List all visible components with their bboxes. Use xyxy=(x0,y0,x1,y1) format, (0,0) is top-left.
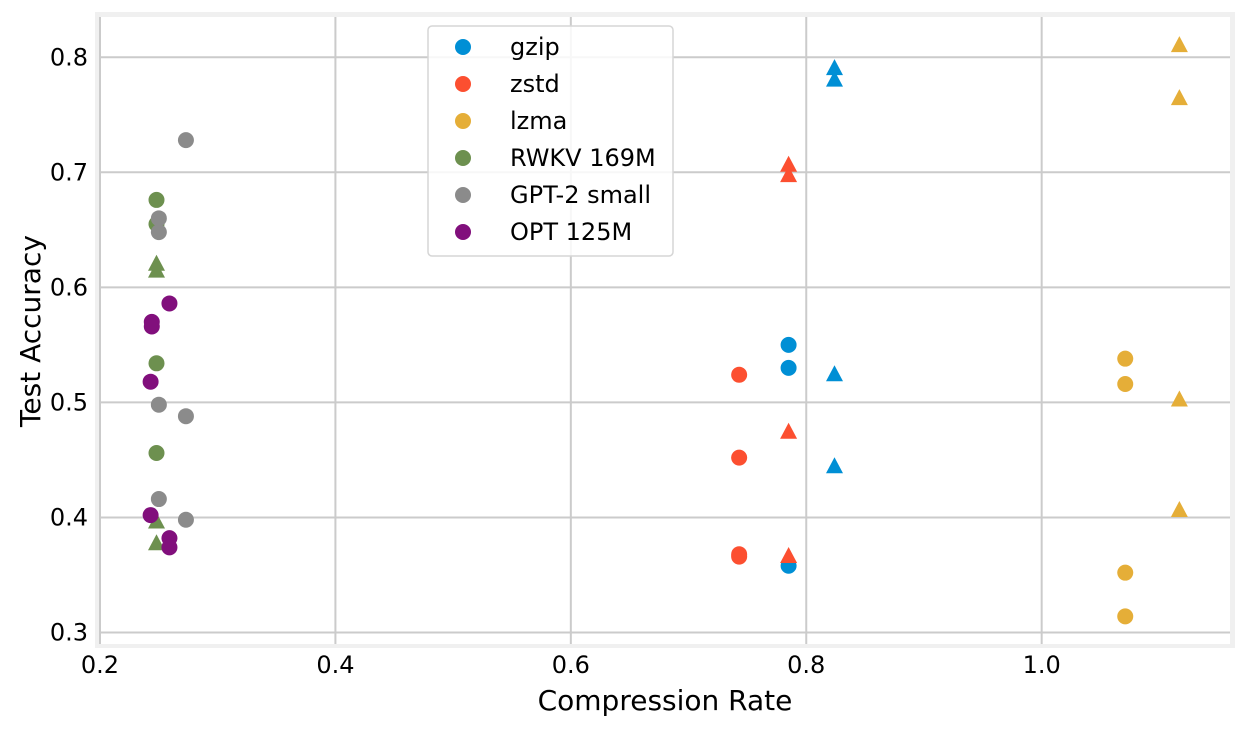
opt-125m-circle-point xyxy=(143,318,160,335)
gzip-triangle-point xyxy=(826,70,843,87)
lzma-triangle-point xyxy=(1170,500,1188,517)
opt-125m-circle-point xyxy=(142,373,159,390)
legend-label-opt-125m: OPT 125M xyxy=(510,218,632,246)
gpt-2-small-circle-point xyxy=(177,132,194,149)
opt-125m-circle-point xyxy=(161,295,178,312)
gzip-triangle-point xyxy=(826,59,843,76)
opt-125m-circle-point xyxy=(161,539,178,556)
x-tick-label: 0.4 xyxy=(316,651,354,679)
y-tick-labels: 0.3 0.4 0.5 0.6 0.7 0.8 xyxy=(50,43,88,646)
gpt-2-small-circle-point xyxy=(177,511,194,528)
x-axis-title: Compression Rate xyxy=(538,684,793,717)
rwkv-169m-circle-point xyxy=(148,445,165,462)
gpt-2-small-circle-point xyxy=(150,396,167,413)
legend-marker-zstd xyxy=(455,76,471,92)
data-points xyxy=(142,36,1188,625)
gzip-circle-point xyxy=(780,359,797,376)
legend-label-lzma: lzma xyxy=(510,107,567,135)
rwkv-169m-triangle-point xyxy=(148,534,165,551)
y-tick-label: 0.5 xyxy=(50,388,88,416)
y-axis-title: Test Accuracy xyxy=(14,235,47,428)
lzma-circle-point xyxy=(1117,375,1134,392)
legend-marker-gzip xyxy=(455,39,471,55)
gzip-circle-point xyxy=(780,336,797,353)
rwkv-169m-circle-point xyxy=(148,191,165,208)
y-tick-label: 0.7 xyxy=(50,158,88,186)
y-tick-label: 0.6 xyxy=(50,273,88,301)
lzma-circle-point xyxy=(1117,564,1134,581)
opt-125m-circle-point xyxy=(142,507,159,524)
zstd-circle-point xyxy=(731,548,748,565)
legend: gzip zstd lzma RWKV 169M GPT-2 small OPT 125M xyxy=(427,25,674,257)
y-tick-label: 0.8 xyxy=(50,43,88,71)
legend-marker-rwkv-169m xyxy=(455,150,471,166)
legend-marker-opt-125m xyxy=(455,224,471,240)
lzma-triangle-point xyxy=(1170,89,1188,106)
y-tick-label: 0.3 xyxy=(50,618,88,646)
lzma-circle-point xyxy=(1117,608,1134,625)
legend-label-gpt-2-small: GPT-2 small xyxy=(510,181,651,209)
lzma-triangle-point xyxy=(1170,390,1188,407)
zstd-circle-point xyxy=(731,449,748,466)
gpt-2-small-circle-point xyxy=(177,408,194,425)
rwkv-169m-circle-point xyxy=(148,355,165,372)
zstd-circle-point xyxy=(731,366,748,383)
x-tick-label: 0.8 xyxy=(787,651,825,679)
zstd-triangle-point xyxy=(780,166,798,183)
x-tick-label: 0.2 xyxy=(81,651,119,679)
lzma-triangle-point xyxy=(1170,36,1188,53)
rwkv-169m-triangle-point xyxy=(148,261,165,278)
x-tick-labels: 0.2 0.4 0.6 0.8 1.0 xyxy=(81,651,1061,679)
lzma-circle-point xyxy=(1117,350,1134,367)
zstd-triangle-point xyxy=(780,155,798,172)
zstd-triangle-point xyxy=(780,422,798,439)
legend-label-rwkv-169m: RWKV 169M xyxy=(510,144,656,172)
legend-label-zstd: zstd xyxy=(510,70,560,98)
legend-box xyxy=(427,25,674,257)
y-tick-label: 0.4 xyxy=(50,503,88,531)
gpt-2-small-circle-point xyxy=(150,491,167,508)
x-tick-label: 1.0 xyxy=(1023,651,1061,679)
x-tick-label: 0.6 xyxy=(552,651,590,679)
legend-marker-gpt-2-small xyxy=(455,187,471,203)
gpt-2-small-circle-point xyxy=(150,210,167,227)
legend-marker-lzma xyxy=(455,113,471,129)
gzip-triangle-point xyxy=(826,457,843,474)
gpt-2-small-circle-point xyxy=(150,224,167,241)
legend-label-gzip: gzip xyxy=(510,33,560,61)
gzip-triangle-point xyxy=(826,365,843,382)
zstd-triangle-point xyxy=(780,546,798,563)
